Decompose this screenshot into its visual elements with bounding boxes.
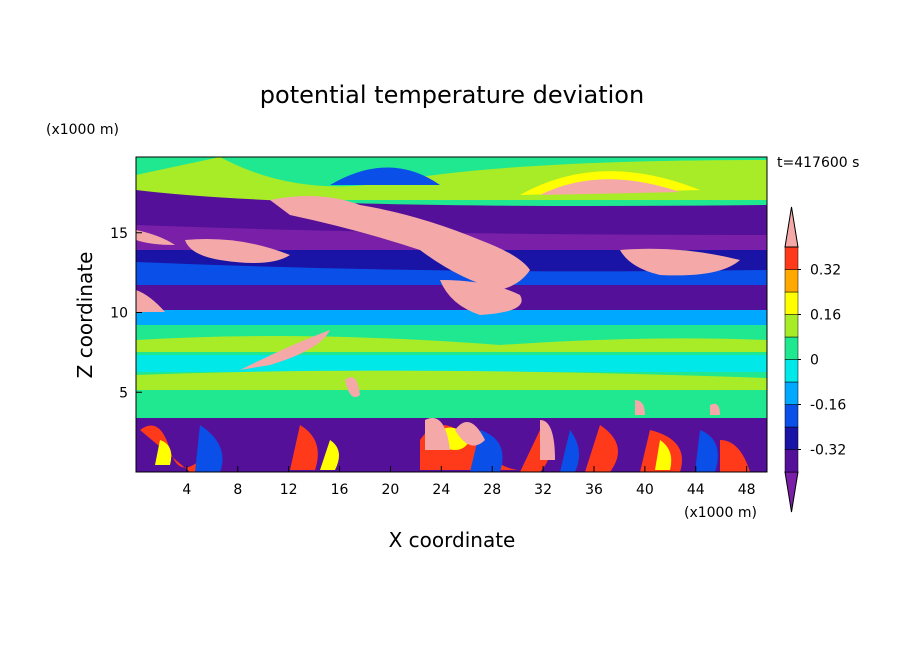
x-tick-label: 32 bbox=[534, 482, 552, 498]
colorbar-tick-label: 0.16 bbox=[810, 308, 841, 324]
chart-title: potential temperature deviation bbox=[260, 81, 644, 109]
colorbar-over bbox=[784, 206, 799, 248]
colorbar-segment bbox=[784, 359, 799, 383]
y-unit: (x1000 m) bbox=[46, 122, 119, 138]
x-tick-label: 16 bbox=[331, 482, 349, 498]
annotation: t=417600 s bbox=[777, 155, 859, 171]
colorbar-tick-label: 0 bbox=[810, 353, 819, 369]
x-tick-label: 20 bbox=[382, 482, 400, 498]
colorbar-segment bbox=[784, 269, 799, 293]
y-tick-label: 10 bbox=[110, 306, 128, 322]
colorbar-segment bbox=[784, 381, 799, 405]
x-axis-title: X coordinate bbox=[389, 528, 516, 552]
x-tick-label: 36 bbox=[585, 482, 603, 498]
x-tick-label: 40 bbox=[636, 482, 654, 498]
x-tick-label: 48 bbox=[738, 482, 756, 498]
x-tick-label: 4 bbox=[182, 482, 191, 498]
colorbar-tick-label: -0.32 bbox=[810, 443, 846, 459]
plot-frame bbox=[135, 156, 768, 473]
y-tick-label: 15 bbox=[110, 226, 128, 242]
x-tick-label: 28 bbox=[483, 482, 501, 498]
colorbar-segment bbox=[784, 426, 799, 450]
colorbar-under bbox=[784, 471, 799, 513]
contour-field bbox=[136, 157, 767, 472]
x-tick-label: 8 bbox=[233, 482, 242, 498]
y-tick-label: 5 bbox=[119, 385, 128, 401]
x-unit: (x1000 m) bbox=[684, 505, 757, 521]
colorbar-segment bbox=[784, 449, 799, 473]
x-tick-label: 44 bbox=[687, 482, 705, 498]
y-axis-title: Z coordinate bbox=[73, 252, 97, 379]
colorbar-segment bbox=[784, 314, 799, 338]
colorbar-segment bbox=[784, 404, 799, 428]
x-tick-label: 12 bbox=[280, 482, 298, 498]
colorbar-tick-label: -0.16 bbox=[810, 398, 846, 414]
colorbar-tick-label: 0.32 bbox=[810, 263, 841, 279]
x-tick-label: 24 bbox=[432, 482, 450, 498]
colorbar-segment bbox=[784, 336, 799, 360]
colorbar-segment bbox=[784, 291, 799, 315]
colorbar-segment bbox=[784, 246, 799, 270]
